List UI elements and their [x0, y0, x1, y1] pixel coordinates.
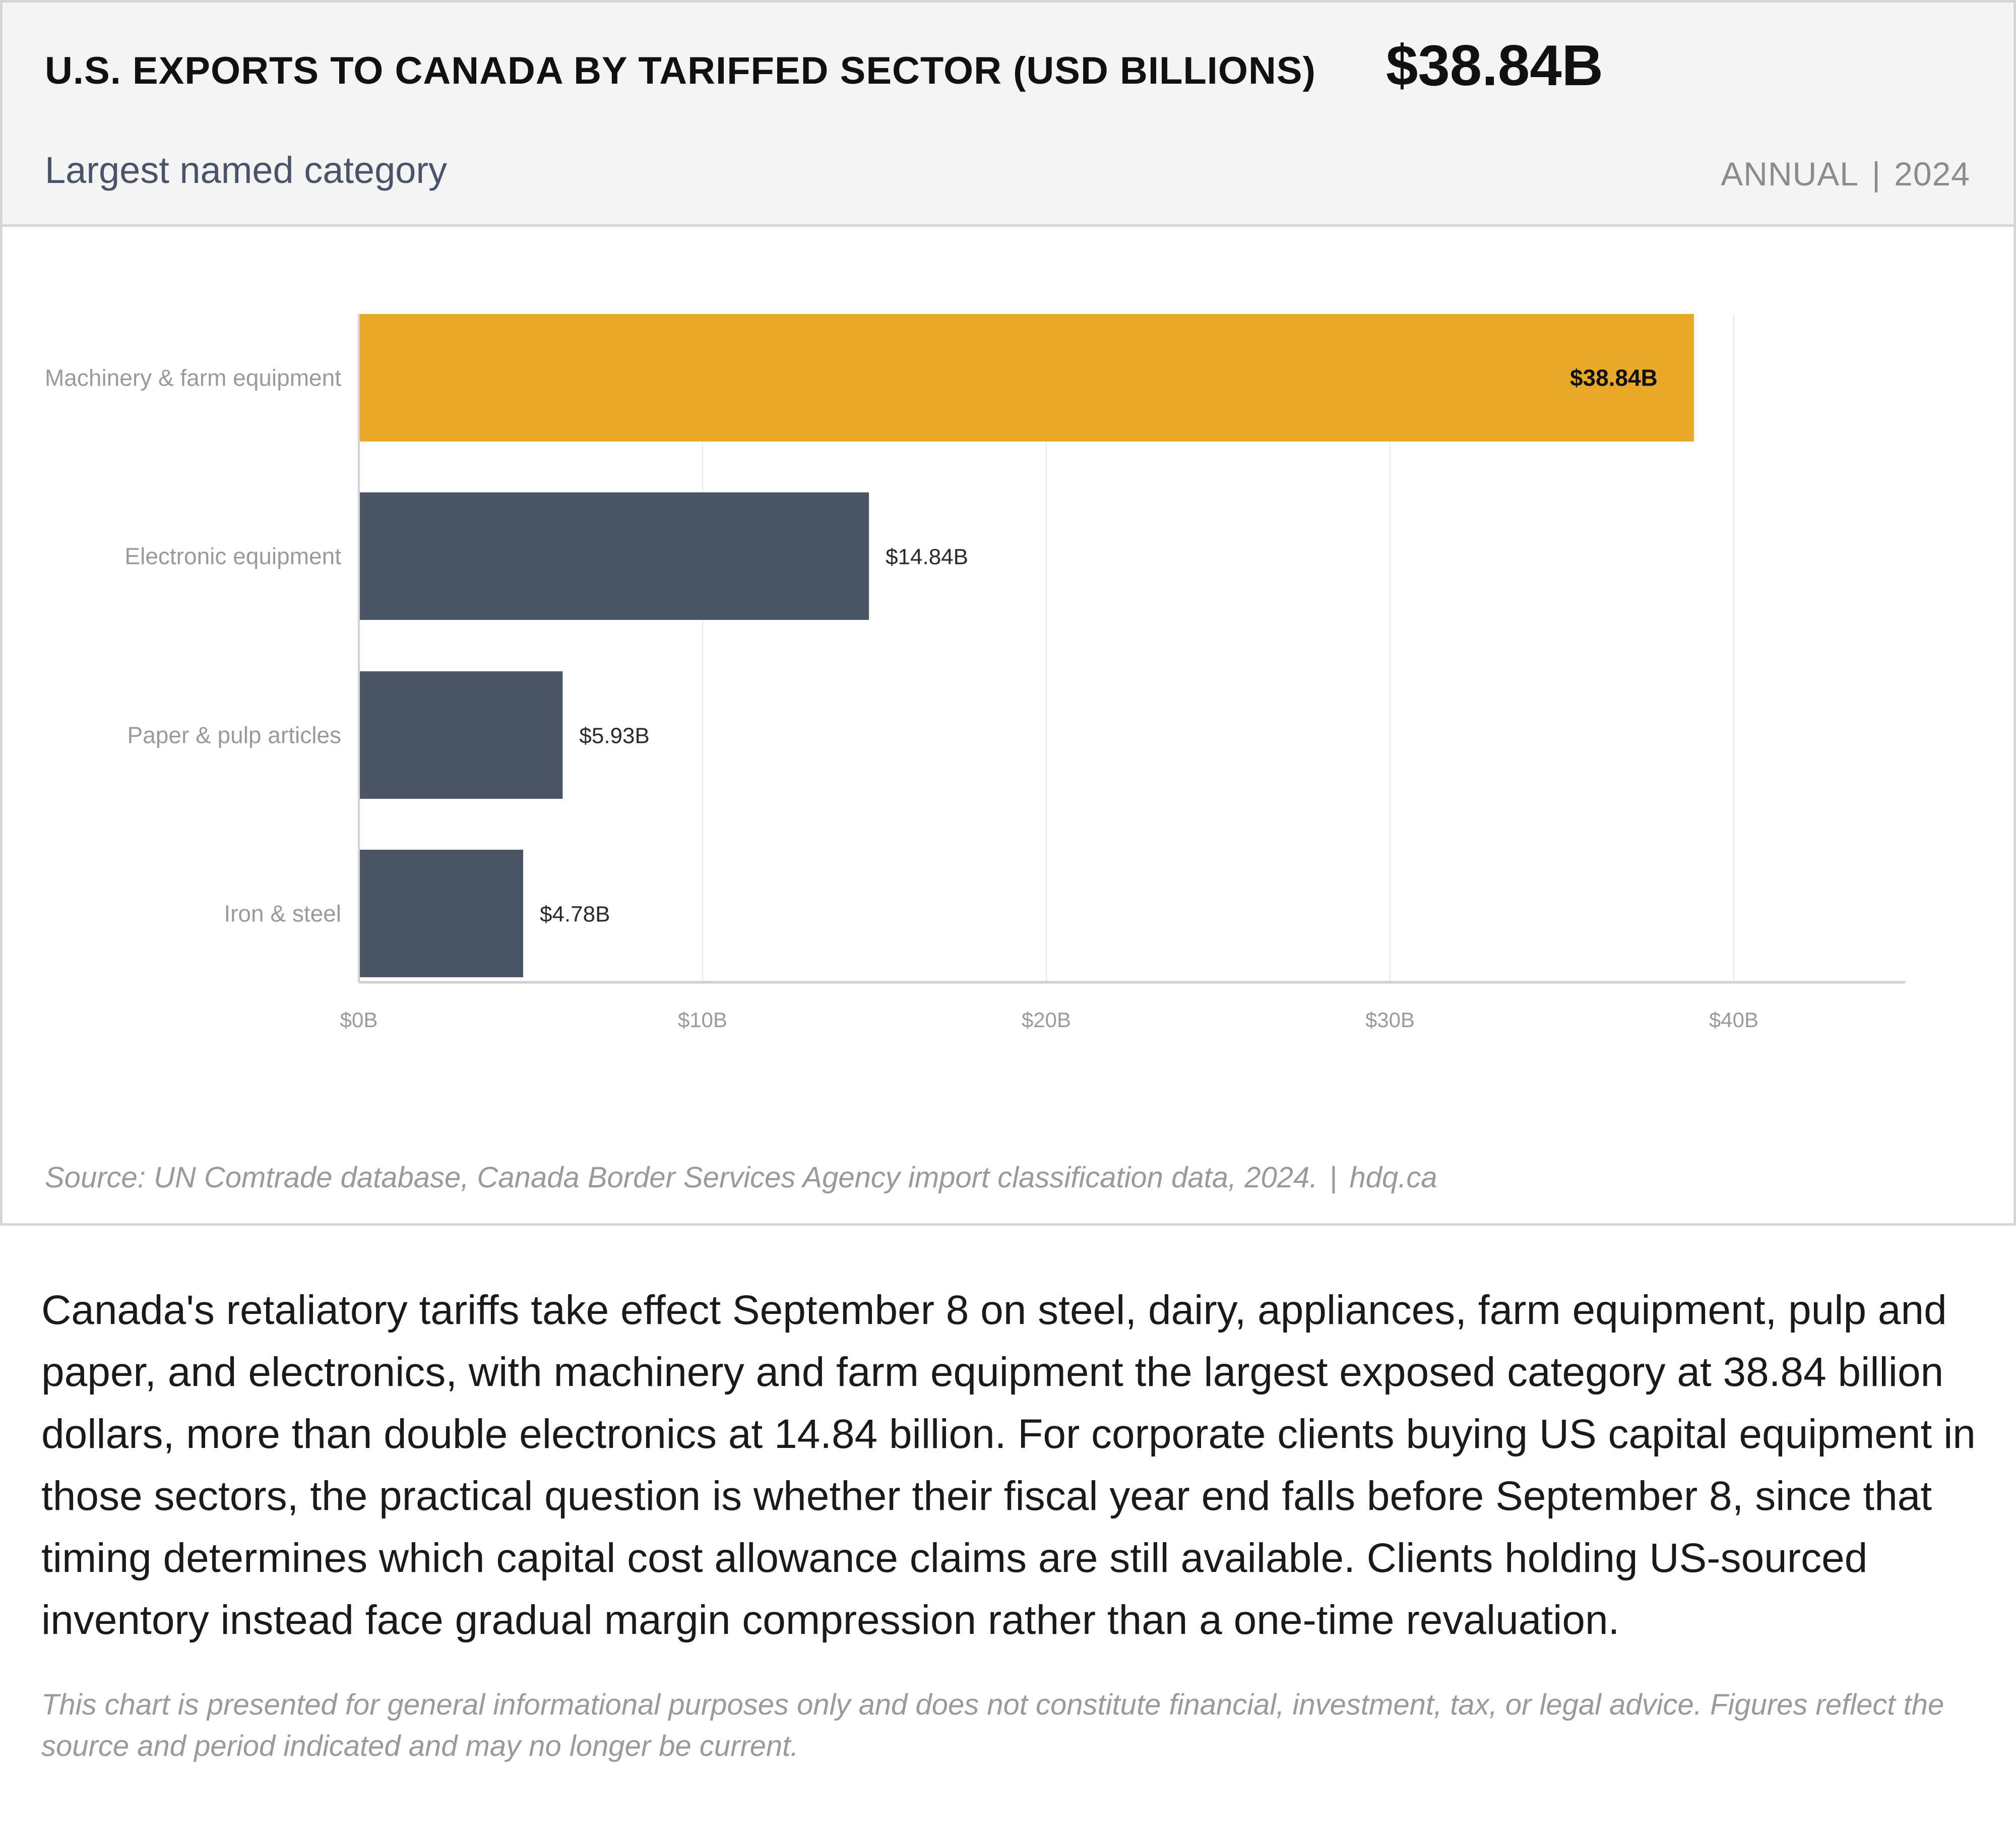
x-tick-label-2: $20B	[1022, 1008, 1071, 1032]
headline-caption: Largest named category	[45, 149, 448, 191]
bar-3	[359, 671, 563, 799]
axes	[358, 314, 1905, 984]
bars	[359, 314, 1694, 977]
source-separator: |	[1330, 1161, 1338, 1194]
source-note: Source: UN Comtrade database, Canada Bor…	[45, 1161, 1437, 1194]
disclaimer-text: This chart is presented for general info…	[41, 1688, 1944, 1762]
x-tick-label-0: $0B	[340, 1008, 378, 1032]
bar-1	[359, 314, 1694, 441]
period-separator: |	[1872, 155, 1881, 193]
chart-title: U.S. EXPORTS TO CANADA BY TARIFFED SECTO…	[45, 49, 1316, 92]
data-label-2: $14.84B	[886, 545, 968, 570]
x-tick-label-1: $10B	[678, 1008, 727, 1032]
data-label-4: $4.78B	[540, 902, 610, 927]
category-label-2: Electronic equipment	[124, 543, 341, 570]
chart-card: U.S. EXPORTS TO CANADA BY TARIFFED SECTO…	[0, 0, 2016, 1226]
category-label-1: Machinery & farm equipment	[45, 365, 341, 391]
x-tick-label-3: $30B	[1365, 1008, 1415, 1032]
data-labels: $38.84B $14.84B $5.93B $4.78B	[540, 365, 1658, 927]
category-label-4: Iron & steel	[224, 901, 341, 927]
bar-chart: Machinery & farm equipment Electronic equ…	[45, 314, 1905, 1032]
category-labels: Machinery & farm equipment Electronic equ…	[45, 365, 341, 927]
period-year: 2024	[1894, 155, 1970, 193]
bar-4	[359, 850, 523, 977]
period-frequency: ANNUAL	[1721, 155, 1859, 193]
commentary-paragraph: Canada's retaliatory tariffs take effect…	[41, 1287, 1976, 1643]
x-tick-label-4: $40B	[1709, 1008, 1758, 1032]
chart-header: U.S. EXPORTS TO CANADA BY TARIFFED SECTO…	[3, 3, 2013, 227]
source-text: Source: UN Comtrade database, Canada Bor…	[45, 1161, 1318, 1194]
headline-value: $38.84B	[1386, 34, 1604, 98]
category-label-3: Paper & pulp articles	[128, 722, 341, 748]
x-tick-labels: $0B $10B $20B $30B $40B	[340, 1008, 1758, 1032]
source-site: hdq.ca	[1349, 1161, 1437, 1194]
period-label: ANNUAL | 2024	[1721, 155, 1970, 193]
data-label-3: $5.93B	[579, 724, 649, 748]
data-label-1: $38.84B	[1570, 365, 1658, 391]
bar-2	[359, 492, 869, 620]
